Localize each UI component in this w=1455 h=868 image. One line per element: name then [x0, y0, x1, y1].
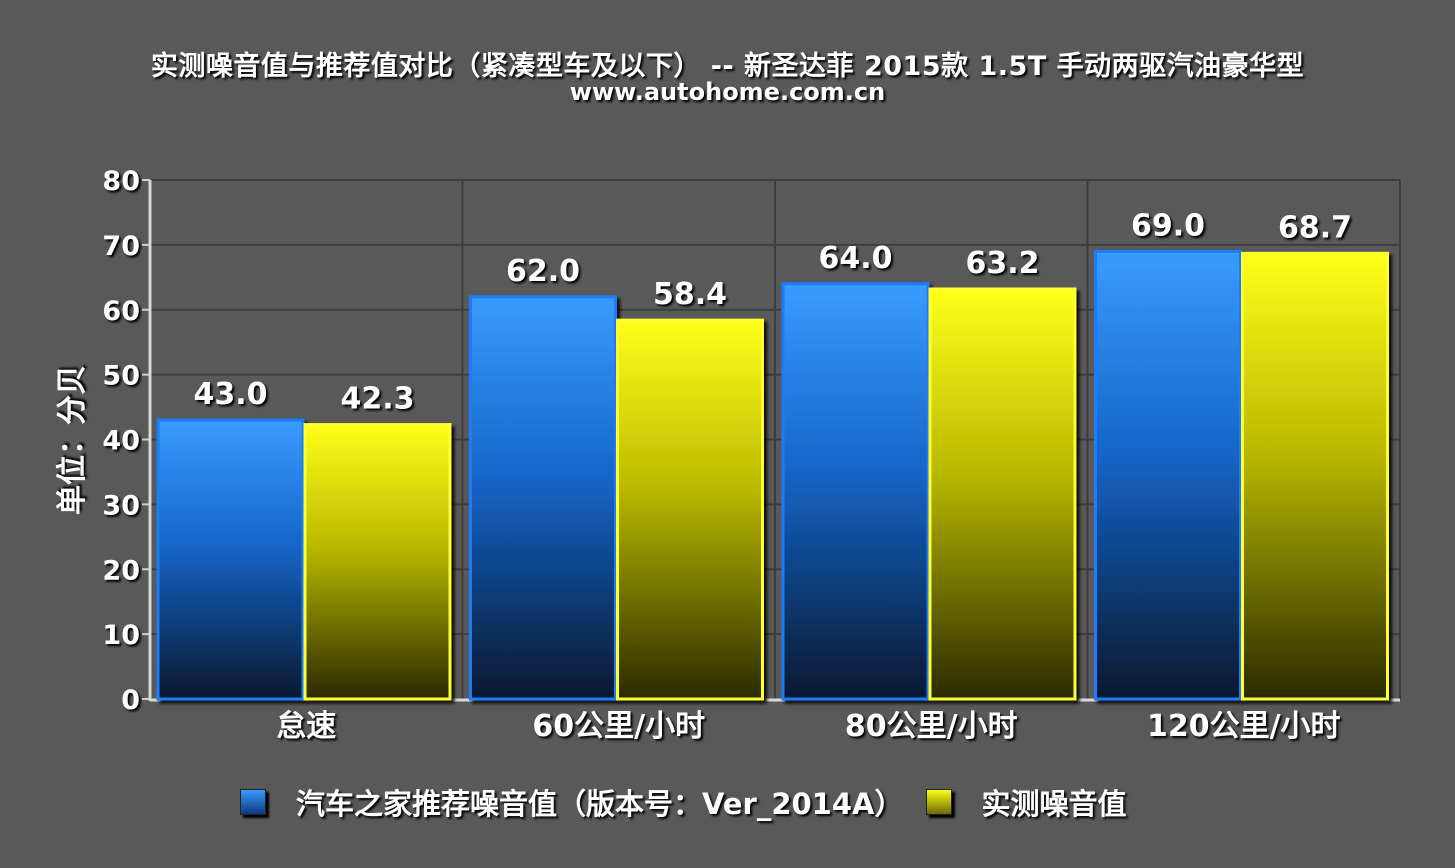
chart-title: 实测噪音值与推荐值对比（紧凑型车及以下） -- 新圣达菲 2015款 1.5T …	[150, 51, 1305, 82]
bar-measured	[928, 287, 1077, 701]
data-label-measured: 42.3	[340, 382, 414, 417]
legend-label-measured: 实测噪音值	[981, 787, 1127, 821]
y-tick-label: 50	[102, 361, 140, 392]
bar-recommended	[1094, 249, 1242, 701]
y-tick-label: 0	[121, 685, 140, 716]
data-label-measured: 68.7	[1278, 210, 1352, 245]
x-tick-label: 80公里/小时	[845, 709, 1018, 744]
y-tick-label: 40	[102, 426, 140, 457]
data-label-recommended: 62.0	[506, 254, 580, 289]
bar-measured	[1241, 251, 1389, 701]
legend-swatch-recommended	[240, 789, 266, 815]
data-label-recommended: 64.0	[818, 241, 892, 276]
y-tick-label: 60	[102, 296, 140, 327]
legend: 汽车之家推荐噪音值（版本号：Ver_2014A） 实测噪音值	[240, 782, 1149, 822]
y-tick-label: 30	[102, 490, 140, 521]
y-axis-label: 单位：分贝	[55, 365, 90, 515]
bar-measured	[303, 423, 452, 701]
legend-label-recommended: 汽车之家推荐噪音值（版本号：Ver_2014A）	[296, 787, 904, 821]
labels: 单位：分贝 43.0 42.3 怠速 62.0 58.4 60公里/小时 64.0 63.2 80…	[55, 208, 1352, 744]
data-label-recommended: 43.0	[193, 377, 267, 412]
x-tick-label: 120公里/小时	[1147, 709, 1341, 744]
bar-measured	[616, 318, 764, 701]
data-label-measured: 58.4	[653, 277, 727, 312]
bar-recommended	[156, 418, 305, 701]
y-tick-label: 70	[102, 231, 140, 262]
y-tick-label: 10	[102, 620, 140, 651]
x-tick-label: 怠速	[276, 709, 336, 744]
bars	[156, 249, 1389, 701]
chart-subtitle: www.autohome.com.cn	[569, 78, 886, 106]
bar-recommended	[469, 295, 617, 701]
data-label-measured: 63.2	[965, 246, 1039, 281]
legend-swatch-measured	[925, 789, 952, 815]
y-tick-label: 20	[102, 555, 140, 586]
data-label-recommended: 69.0	[1131, 208, 1205, 243]
y-tick-label: 80	[102, 166, 140, 197]
x-tick-label: 60公里/小时	[532, 709, 705, 744]
bar-recommended	[781, 282, 930, 701]
